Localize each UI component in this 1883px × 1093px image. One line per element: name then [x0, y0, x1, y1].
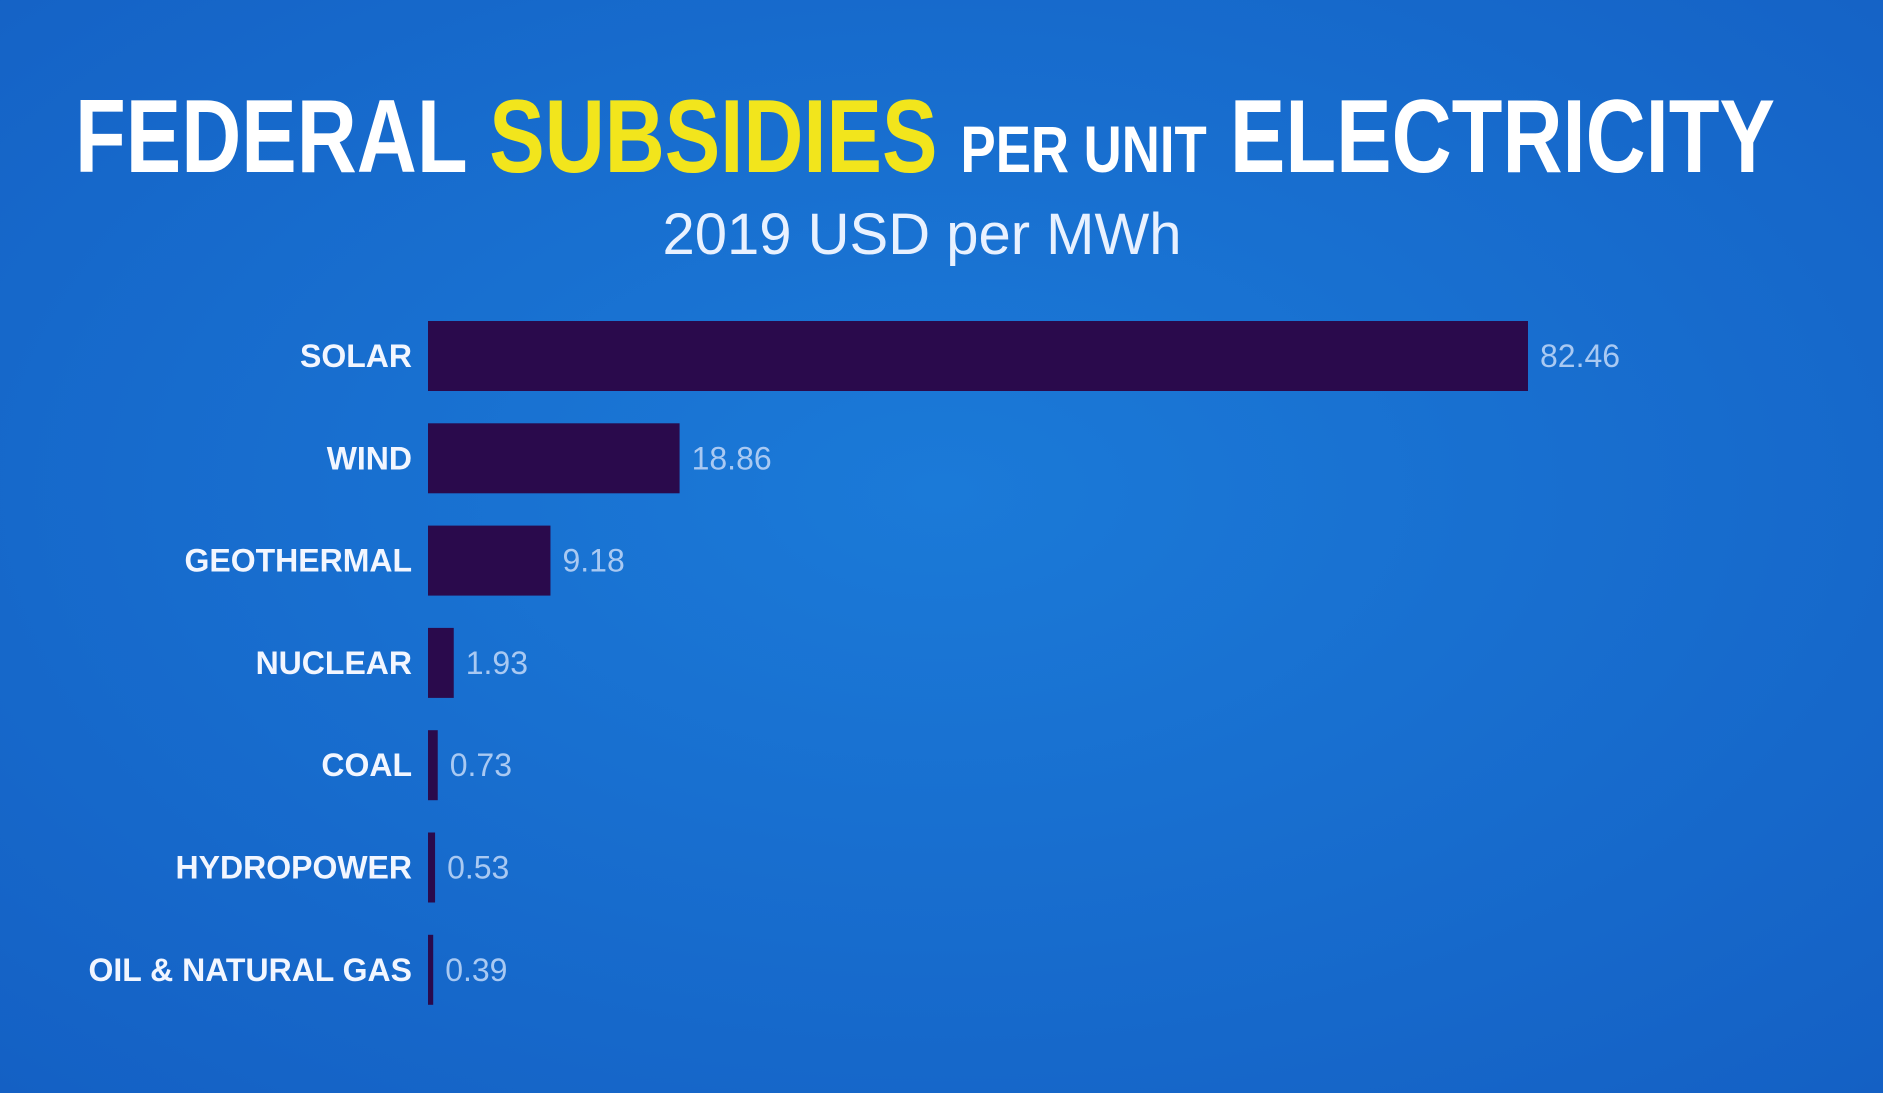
bar	[428, 321, 1528, 391]
chart-subtitle: 2019 USD per MWh	[663, 202, 1182, 267]
title-part: PER UNIT	[961, 112, 1207, 186]
category-label: WIND	[327, 440, 412, 476]
bar	[428, 934, 434, 1005]
value-label: 18.86	[692, 440, 772, 476]
chart-title: FEDERAL SUBSIDIES PER UNIT ELECTRICITY	[75, 79, 1775, 195]
value-label: 0.39	[445, 952, 507, 988]
value-label: 1.93	[466, 645, 528, 681]
bar	[428, 525, 551, 596]
category-label: SOLAR	[300, 338, 412, 374]
bar	[428, 832, 436, 903]
bar	[428, 627, 454, 698]
title-part: ELECTRICITY	[1230, 79, 1775, 195]
category-label: GEOTHERMAL	[184, 543, 412, 579]
value-label: 0.53	[447, 850, 509, 886]
bar	[428, 730, 438, 801]
category-label: COAL	[321, 747, 412, 783]
category-label: NUCLEAR	[256, 645, 412, 681]
category-label: OIL & NATURAL GAS	[88, 952, 412, 988]
title-part: FEDERAL	[75, 79, 466, 195]
bar	[428, 423, 680, 494]
value-label: 0.73	[450, 747, 512, 783]
category-label: HYDROPOWER	[176, 850, 412, 886]
title-part: SUBSIDIES	[489, 79, 937, 195]
value-label: 9.18	[562, 543, 624, 579]
value-label: 82.46	[1540, 338, 1620, 374]
